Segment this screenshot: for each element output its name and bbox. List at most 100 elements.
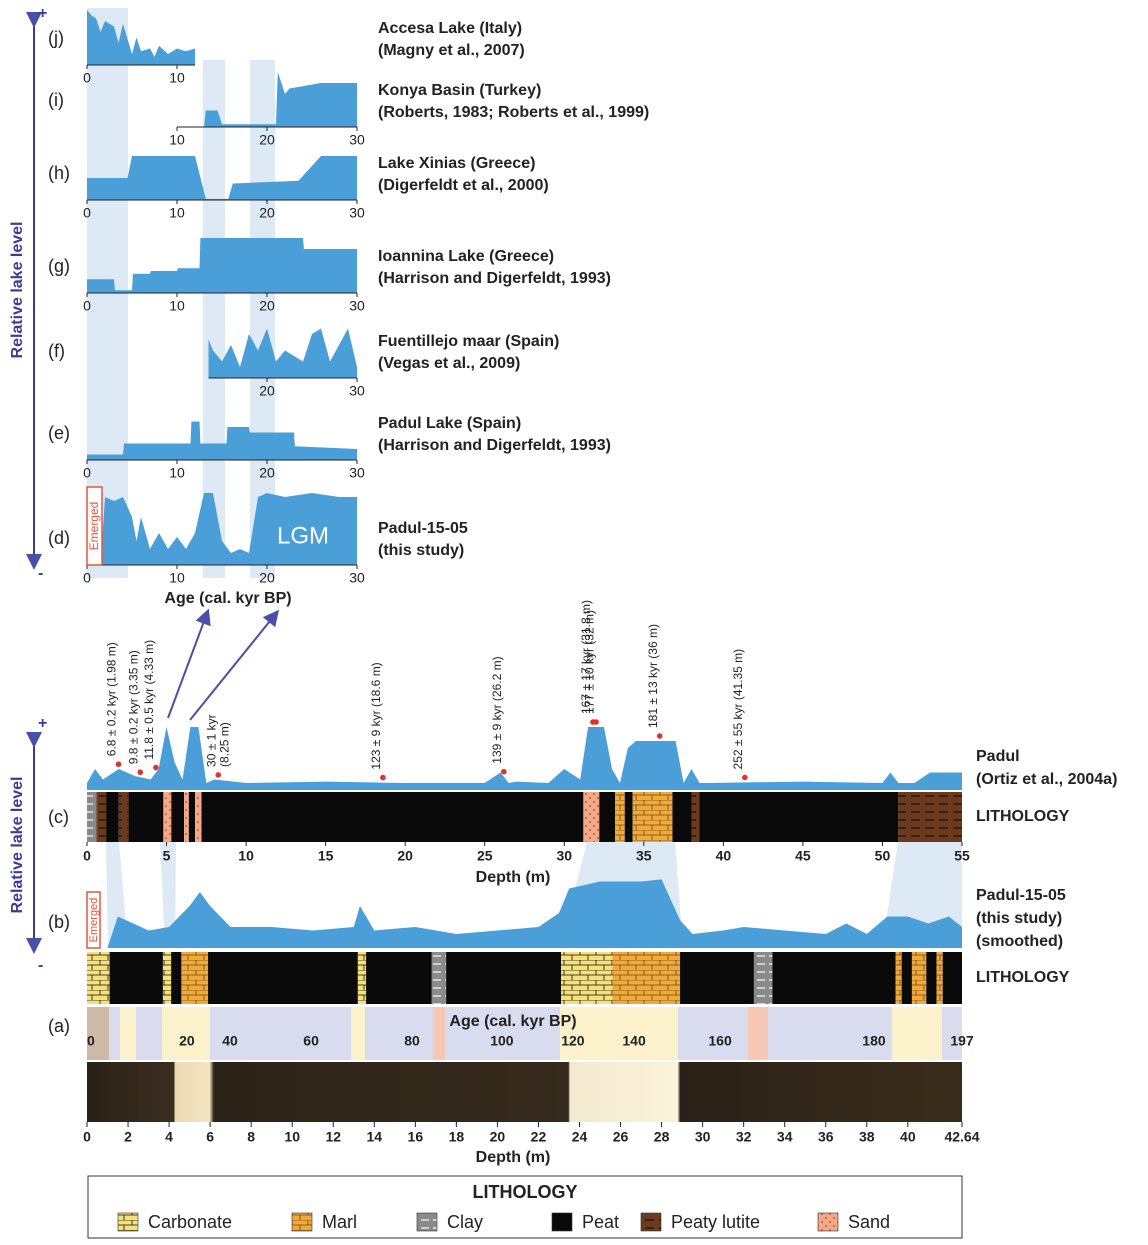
- date-label: 30 ± 1 kyr: [204, 714, 218, 767]
- panel-label: (c): [48, 807, 69, 827]
- x-tick-label: 30: [556, 848, 572, 864]
- age-tick-label: 60: [303, 1033, 319, 1049]
- emerged-box: [86, 891, 101, 949]
- lithology-layer: [901, 952, 912, 1004]
- lithology-layer: [201, 792, 584, 842]
- core-image: [87, 1062, 962, 1122]
- x-tick-label: 16: [408, 1129, 424, 1145]
- age-tick-label: 40: [222, 1033, 238, 1049]
- date-marker: [153, 764, 159, 771]
- panel-label: (h): [48, 163, 70, 183]
- panel-title: (this study): [378, 542, 464, 559]
- panel-title: (Harrison and Digerfeldt, 1993): [378, 270, 611, 287]
- band: [120, 1007, 136, 1060]
- connector-arrows: [167, 608, 280, 721]
- panel-title: (Magny et al., 2007): [378, 42, 525, 59]
- lithology-layer: [357, 952, 367, 1004]
- age-tick-label: 140: [622, 1033, 646, 1049]
- panel-title: Padul-15-05: [378, 520, 468, 537]
- emerged-label: Emerged: [87, 502, 101, 551]
- x-tick-label: 32: [736, 1129, 752, 1145]
- x-tick-label: 14: [366, 1129, 382, 1145]
- x-tick-label: 0: [83, 298, 91, 314]
- x-tick-label: 10: [284, 1129, 300, 1145]
- x-tick-label: 38: [859, 1129, 875, 1145]
- panel-title: Padul-15-05: [976, 887, 1066, 904]
- date-marker: [215, 772, 222, 778]
- lithology-layer: [118, 792, 129, 842]
- lithology-layer: [632, 792, 673, 842]
- area: [208, 328, 357, 378]
- legend-swatch: [416, 1212, 438, 1232]
- area: [87, 10, 195, 65]
- date-marker: [137, 769, 144, 776]
- x-tick-label: 10: [169, 570, 185, 586]
- panel-label: (g): [48, 256, 70, 276]
- lithology-layer: [599, 792, 616, 842]
- lithology-label: LITHOLOGY: [976, 969, 1070, 986]
- x-tick-label: 15: [318, 848, 334, 864]
- x-tick-label: 24: [572, 1129, 588, 1145]
- band: [87, 1007, 109, 1060]
- lithology-layer: [672, 792, 692, 842]
- x-tick-label: 0: [83, 70, 91, 86]
- panel-title: Padul: [976, 748, 1020, 765]
- panel-title: (Vegas et al., 2009): [378, 355, 520, 372]
- emerged-label: Emerged: [88, 898, 100, 943]
- area: [87, 727, 962, 790]
- x-tick-label: 20: [259, 298, 275, 314]
- x-tick-label: 30: [349, 570, 365, 586]
- area: [87, 421, 357, 460]
- legend-label: Carbonate: [148, 1212, 232, 1232]
- x-tick-label: 40: [716, 848, 732, 864]
- date-marker: [593, 719, 599, 725]
- lithology-layer: [431, 952, 447, 1004]
- age-tick-label: 20: [179, 1033, 195, 1049]
- lithology-layer: [772, 952, 896, 1004]
- x-tick-label: 30: [349, 298, 365, 314]
- panel-title: (Digerfeldt et al., 2000): [378, 177, 549, 194]
- legend-swatch: [117, 1212, 139, 1232]
- x-tick-label: 10: [169, 132, 185, 148]
- x-tick-label: 42.64: [944, 1129, 979, 1145]
- panel-title: (smoothed): [976, 933, 1063, 950]
- lithology-label: LITHOLOGY: [976, 808, 1070, 825]
- x-tick-label: 20: [259, 383, 275, 399]
- date-marker: [656, 733, 663, 739]
- x-axis-label: Depth (m): [476, 1149, 551, 1166]
- x-tick-label: 2: [124, 1129, 132, 1145]
- x-tick-label: 30: [349, 205, 365, 221]
- age-tick-label: 80: [404, 1033, 420, 1049]
- shade: [250, 60, 275, 578]
- minus: -: [38, 565, 43, 582]
- x-tick-label: 20: [259, 205, 275, 221]
- x-tick-label: 35: [636, 848, 652, 864]
- panel-title: (Roberts, 1983; Roberts et al., 1999): [378, 104, 649, 121]
- date-label: 139 ± 9 kyr (26.2 m): [490, 656, 504, 763]
- x-tick-label: 30: [349, 132, 365, 148]
- legend-label: Peaty lutite: [671, 1212, 760, 1232]
- x-tick-label: 4: [165, 1129, 173, 1145]
- x-tick-label: 28: [654, 1129, 670, 1145]
- panel-title: Konya Basin (Turkey): [378, 82, 541, 99]
- x-tick-label: 20: [490, 1129, 506, 1145]
- x-tick-label: 26: [613, 1129, 629, 1145]
- band: [560, 1007, 678, 1060]
- lithology-layer: [680, 952, 754, 1004]
- panel-title: (this study): [976, 910, 1062, 927]
- x-tick-label: 22: [531, 1129, 547, 1145]
- x-tick-label: 30: [349, 383, 365, 399]
- panel-label: (b): [48, 912, 70, 932]
- lithology-layer: [612, 952, 681, 1004]
- panel-title: Accesa Lake (Italy): [378, 20, 522, 37]
- x-tick-label: 34: [777, 1129, 793, 1145]
- lithology-layer: [936, 952, 943, 1004]
- area: [87, 879, 962, 948]
- lithology-layer: [583, 792, 600, 842]
- x-tick-label: 30: [349, 465, 365, 481]
- x-axis-label: Age (cal. kyr BP): [164, 590, 291, 607]
- panel-title: Padul Lake (Spain): [378, 415, 521, 432]
- legend-label: Marl: [322, 1212, 357, 1232]
- lithology-layer: [96, 792, 107, 842]
